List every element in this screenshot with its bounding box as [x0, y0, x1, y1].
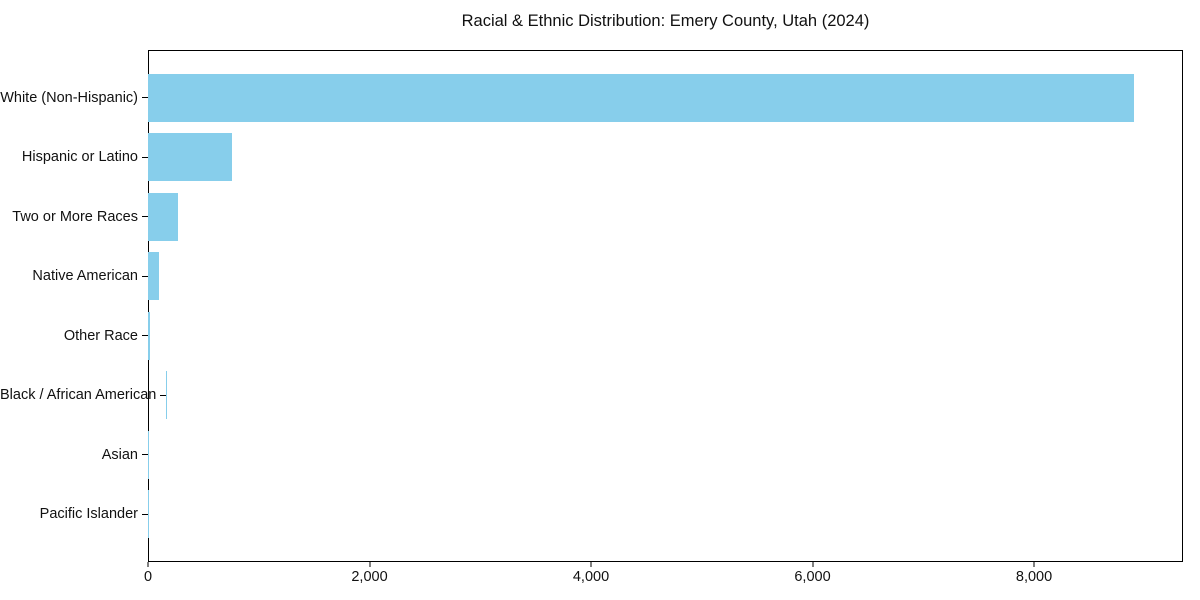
category-label: White (Non-Hispanic) — [0, 89, 138, 106]
y-axis-tick — [138, 306, 148, 366]
x-axis-tick-line — [147, 562, 149, 567]
bar — [148, 192, 178, 241]
y-axis-tick-line — [160, 394, 167, 396]
bar-track — [166, 366, 1200, 426]
chart-title: Racial & Ethnic Distribution: Emery Coun… — [461, 12, 870, 30]
bar-row: White (Non-Hispanic) — [0, 68, 1183, 128]
y-axis-tick-line — [142, 156, 148, 158]
bar-track — [148, 485, 1183, 545]
x-axis-tick-label: 8,000 — [1015, 569, 1053, 585]
x-axis-tick-line — [369, 562, 370, 567]
x-axis-tick-line — [1033, 562, 1035, 567]
bar-track — [148, 425, 1183, 485]
bar-row: Asian — [0, 425, 1183, 485]
plot-area-frame — [148, 50, 1183, 562]
category-label: Other Race — [63, 327, 138, 344]
y-axis-tick-line — [142, 454, 148, 456]
y-axis-tick-line — [142, 513, 148, 515]
y-axis-tick — [156, 366, 167, 426]
x-axis-tick-label: 4,000 — [572, 569, 610, 585]
x-axis-tick-line — [812, 562, 814, 567]
x-axis: 0 2,000 4,000 6,000 8,000 — [144, 562, 1183, 596]
y-axis-tick-line — [142, 216, 148, 218]
category-label: Pacific Islander — [39, 506, 138, 522]
x-axis-tick-label: 2,000 — [351, 569, 388, 585]
y-axis-tick — [138, 485, 148, 545]
y-axis-tick — [138, 128, 148, 188]
y-axis-tick — [138, 247, 148, 307]
y-axis-tick — [138, 68, 148, 128]
category-label: Hispanic or Latino — [21, 149, 138, 165]
bar-row: Other Race — [0, 306, 1183, 366]
bar — [148, 311, 150, 360]
category-label: Native American — [32, 268, 138, 284]
category-label: Asian — [101, 446, 138, 463]
bar-row: Pacific Islander — [0, 485, 1183, 545]
bar-track — [148, 306, 1183, 366]
y-axis-tick — [138, 187, 148, 247]
bar-track — [148, 128, 1183, 188]
y-axis-tick — [138, 425, 148, 485]
bar-row: Two or More Races — [0, 187, 1183, 247]
bar-track — [148, 187, 1183, 247]
y-axis-tick-line — [142, 97, 148, 99]
category-label: Two or More Races — [12, 208, 138, 225]
bar-rows-container: White (Non-Hispanic) Hispanic or Latino … — [0, 68, 1183, 544]
bar — [148, 133, 232, 182]
y-axis-tick-line — [142, 275, 148, 277]
bar-row: Black / African American — [0, 366, 1183, 426]
x-axis-tick-label: 0 — [143, 569, 153, 585]
bar — [148, 430, 149, 479]
bar — [148, 73, 1134, 122]
bar-row: Hispanic or Latino — [0, 128, 1183, 188]
bar-track — [148, 247, 1183, 307]
bar — [148, 252, 159, 301]
bar-track — [148, 68, 1183, 128]
category-label: Black / African American — [0, 387, 157, 403]
x-axis-tick-line — [590, 562, 592, 567]
bar-row: Native American — [0, 247, 1183, 307]
y-axis-tick-line — [142, 335, 148, 337]
bar — [166, 371, 168, 420]
x-axis-tick-label: 6,000 — [794, 569, 831, 585]
